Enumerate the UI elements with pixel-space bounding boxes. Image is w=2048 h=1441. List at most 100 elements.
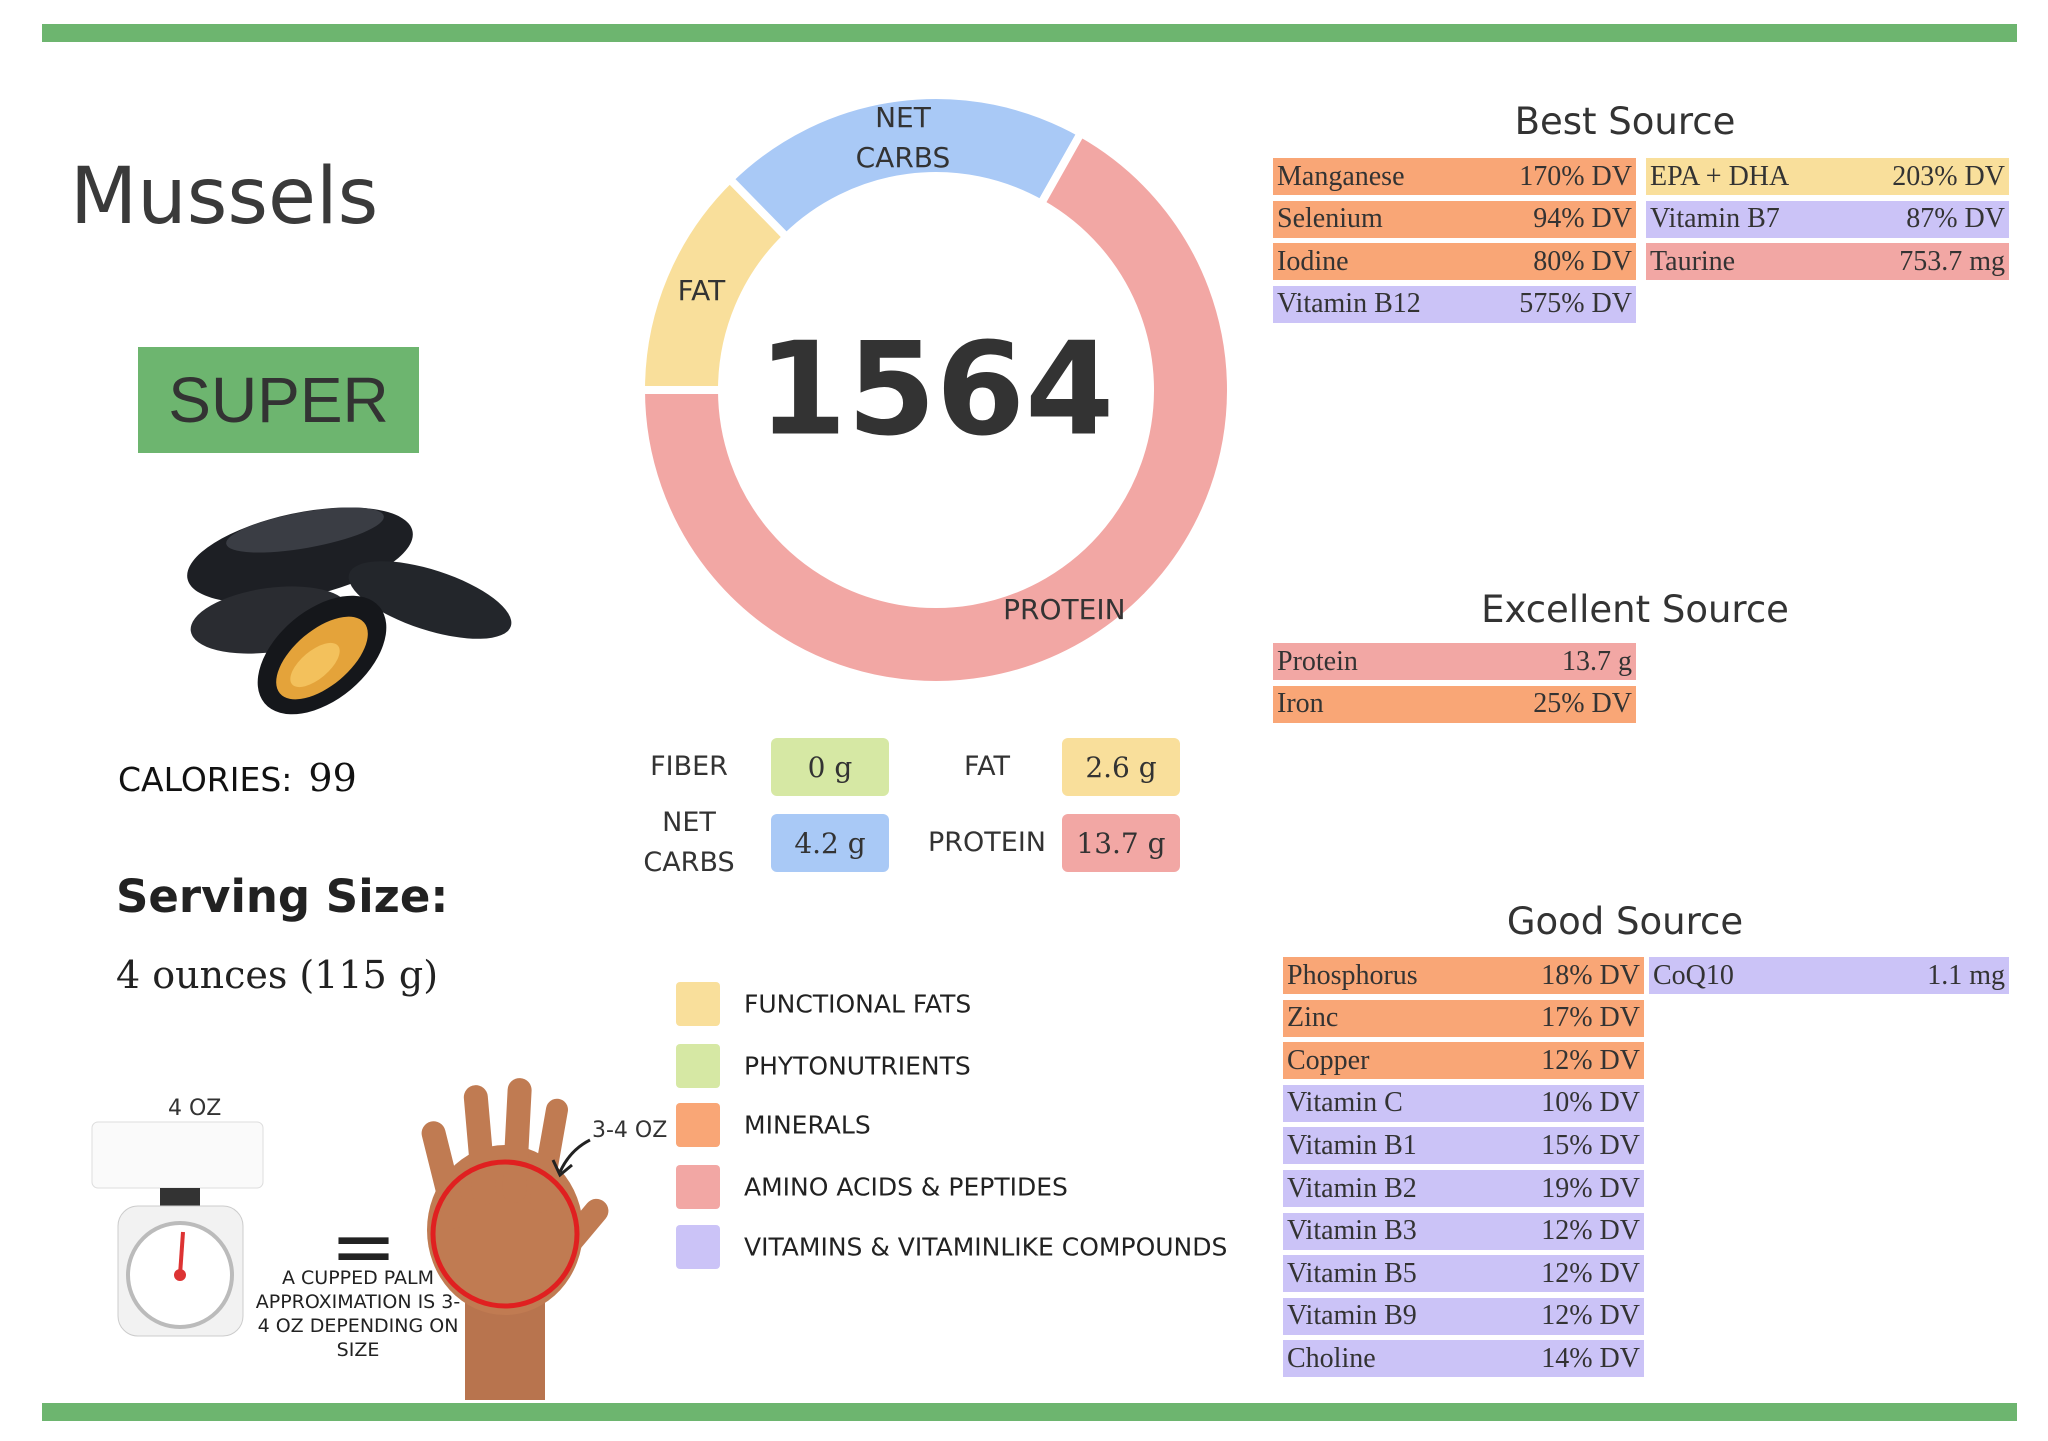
- nutrient-amount: 94% DV: [1533, 203, 1632, 235]
- nutrient-name: Vitamin B5: [1287, 1257, 1417, 1289]
- calories-value: 99: [308, 756, 357, 800]
- nutrient-row: Vitamin C 10% DV: [1283, 1084, 1644, 1122]
- nutrient-amount: 15% DV: [1541, 1129, 1640, 1161]
- equals-sign: =: [330, 1200, 398, 1293]
- nutrient-row: Vitamin B9 12% DV: [1283, 1297, 1644, 1335]
- donut-label: NET CARBS: [855, 100, 951, 174]
- nutrient-row: Manganese 170% DV: [1273, 158, 1636, 195]
- nutrient-row: CoQ10 1.1 mg: [1649, 957, 2009, 994]
- nutrient-amount: 12% DV: [1541, 1215, 1640, 1247]
- nutrient-row: Phosphorus 18% DV: [1283, 957, 1644, 994]
- nutrient-name: Iodine: [1277, 245, 1349, 277]
- nutrient-name: Vitamin C: [1287, 1087, 1403, 1119]
- nutrient-amount: 12% DV: [1541, 1300, 1640, 1332]
- nutrient-row: Zinc 17% DV: [1283, 999, 1644, 1037]
- nutrient-amount: 18% DV: [1541, 959, 1640, 991]
- nutrient-amount: 19% DV: [1541, 1172, 1640, 1204]
- nutrient-row: Vitamin B3 12% DV: [1283, 1212, 1644, 1250]
- nutrient-amount: 203% DV: [1892, 160, 2005, 192]
- scale-label: 4 OZ: [168, 1096, 222, 1121]
- legend-swatch: [676, 982, 720, 1026]
- nutrient-row: Protein 13.7 g: [1273, 643, 1636, 680]
- macro-label: FAT: [964, 751, 1010, 782]
- section-title: Good Source: [1506, 900, 1744, 943]
- donut-center-value: 1564: [757, 315, 1115, 465]
- nutrient-amount: 10% DV: [1541, 1087, 1640, 1119]
- nutrient-amount: 12% DV: [1541, 1044, 1640, 1076]
- nutrient-row: Vitamin B1 15% DV: [1283, 1127, 1644, 1165]
- legend-label: MINERALS: [744, 1110, 871, 1140]
- donut-label: PROTEIN: [1003, 592, 1126, 626]
- legend-label: FUNCTIONAL FATS: [744, 989, 972, 1019]
- nutrient-row: Vitamin B12 575% DV: [1273, 285, 1636, 323]
- legend-swatch: [676, 1165, 720, 1209]
- nutrient-name: Selenium: [1277, 203, 1383, 235]
- nutrient-amount: 25% DV: [1533, 688, 1632, 720]
- nutrient-amount: 80% DV: [1533, 245, 1632, 277]
- nutrient-amount: 575% DV: [1519, 288, 1632, 320]
- nutrient-name: Protein: [1277, 645, 1358, 677]
- legend-label: PHYTONUTRIENTS: [744, 1051, 971, 1081]
- nutrient-name: Vitamin B3: [1287, 1215, 1417, 1247]
- bottom-bar: [42, 1403, 2017, 1421]
- donut-label: FAT: [677, 274, 726, 308]
- nutrient-amount: 17% DV: [1541, 1002, 1640, 1034]
- legend-swatch: [676, 1225, 720, 1269]
- nutrient-name: Phosphorus: [1287, 959, 1418, 991]
- hand-illustration: [421, 1078, 609, 1400]
- nutrient-row: Iodine 80% DV: [1273, 243, 1636, 281]
- nutrient-name: Manganese: [1277, 160, 1405, 192]
- nutrient-name: Choline: [1287, 1342, 1376, 1374]
- nutrient-name: CoQ10: [1653, 959, 1734, 991]
- mussels-image: [187, 507, 512, 715]
- nutrient-name: Vitamin B12: [1277, 288, 1421, 320]
- nutrient-amount: 1.1 mg: [1927, 959, 2005, 991]
- nutrient-row: Vitamin B5 12% DV: [1283, 1255, 1644, 1293]
- nutrient-name: Vitamin B9: [1287, 1300, 1417, 1332]
- nutrient-name: Iron: [1277, 688, 1324, 720]
- nutrient-name: EPA + DHA: [1650, 160, 1790, 192]
- legend-label: AMINO ACIDS & PEPTIDES: [744, 1172, 1068, 1202]
- nutrient-row: Vitamin B7 87% DV: [1646, 200, 2009, 238]
- rating-badge: SUPER: [138, 347, 419, 453]
- title: Mussels: [70, 152, 379, 242]
- nutrient-name: Vitamin B1: [1287, 1129, 1417, 1161]
- legend-label: VITAMINS & VITAMINLIKE COMPOUNDS: [744, 1232, 1228, 1262]
- portion-caption: A CUPPED PALM APPROXIMATION IS 3-4 OZ DE…: [255, 1267, 461, 1361]
- nutrient-row: Vitamin B2 19% DV: [1283, 1170, 1644, 1207]
- top-bar: [42, 24, 2017, 42]
- nutrient-name: Vitamin B7: [1650, 203, 1780, 235]
- palm-label: 3-4 OZ: [592, 1118, 668, 1143]
- scale-illustration: [91, 1121, 264, 1337]
- nutrient-amount: 87% DV: [1906, 203, 2005, 235]
- nutrient-row: Choline 14% DV: [1283, 1340, 1644, 1378]
- serving-value: 4 ounces (115 g): [116, 953, 439, 997]
- macro-label: PROTEIN: [927, 827, 1046, 858]
- macro-value: 2.6 g: [1062, 738, 1180, 796]
- nutrient-name: Vitamin B2: [1287, 1172, 1417, 1204]
- legend-swatch: [676, 1044, 720, 1088]
- legend-swatch: [676, 1103, 720, 1147]
- nutrient-name: Zinc: [1287, 1002, 1339, 1034]
- macro-value: 4.2 g: [771, 814, 889, 872]
- nutrient-row: EPA + DHA 203% DV: [1646, 158, 2009, 195]
- macro-label: FIBER: [650, 751, 728, 782]
- nutrient-row: Iron 25% DV: [1273, 685, 1636, 723]
- nutrient-row: Copper 12% DV: [1283, 1042, 1644, 1080]
- nutrient-amount: 12% DV: [1541, 1257, 1640, 1289]
- section-title: Excellent Source: [1481, 588, 1789, 631]
- donut-segment: [636, 127, 1235, 689]
- macro-value: 0 g: [771, 738, 889, 796]
- nutrient-name: Taurine: [1650, 245, 1736, 277]
- macro-value: 13.7 g: [1062, 814, 1180, 872]
- nutrient-row: Taurine 753.7 mg: [1646, 243, 2009, 281]
- nutrient-amount: 753.7 mg: [1899, 245, 2005, 277]
- nutrient-amount: 13.7 g: [1562, 645, 1632, 677]
- nutrient-amount: 170% DV: [1519, 160, 1632, 192]
- nutrient-row: Selenium 94% DV: [1273, 200, 1636, 238]
- nutrient-name: Copper: [1287, 1044, 1370, 1076]
- calories-label: CALORIES:: [118, 760, 293, 799]
- nutrient-amount: 14% DV: [1541, 1342, 1640, 1374]
